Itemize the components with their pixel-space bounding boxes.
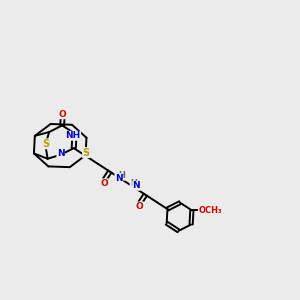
Text: N: N (57, 149, 64, 158)
Text: H: H (118, 171, 125, 180)
Text: O: O (136, 202, 144, 211)
Text: H: H (130, 179, 137, 188)
Text: S: S (42, 139, 49, 149)
Text: N: N (133, 181, 140, 190)
Text: S: S (82, 148, 90, 158)
Text: OCH₃: OCH₃ (198, 206, 222, 215)
Text: NH: NH (65, 131, 81, 140)
Text: O: O (100, 179, 108, 188)
Text: N: N (115, 174, 122, 183)
Text: O: O (59, 110, 67, 119)
